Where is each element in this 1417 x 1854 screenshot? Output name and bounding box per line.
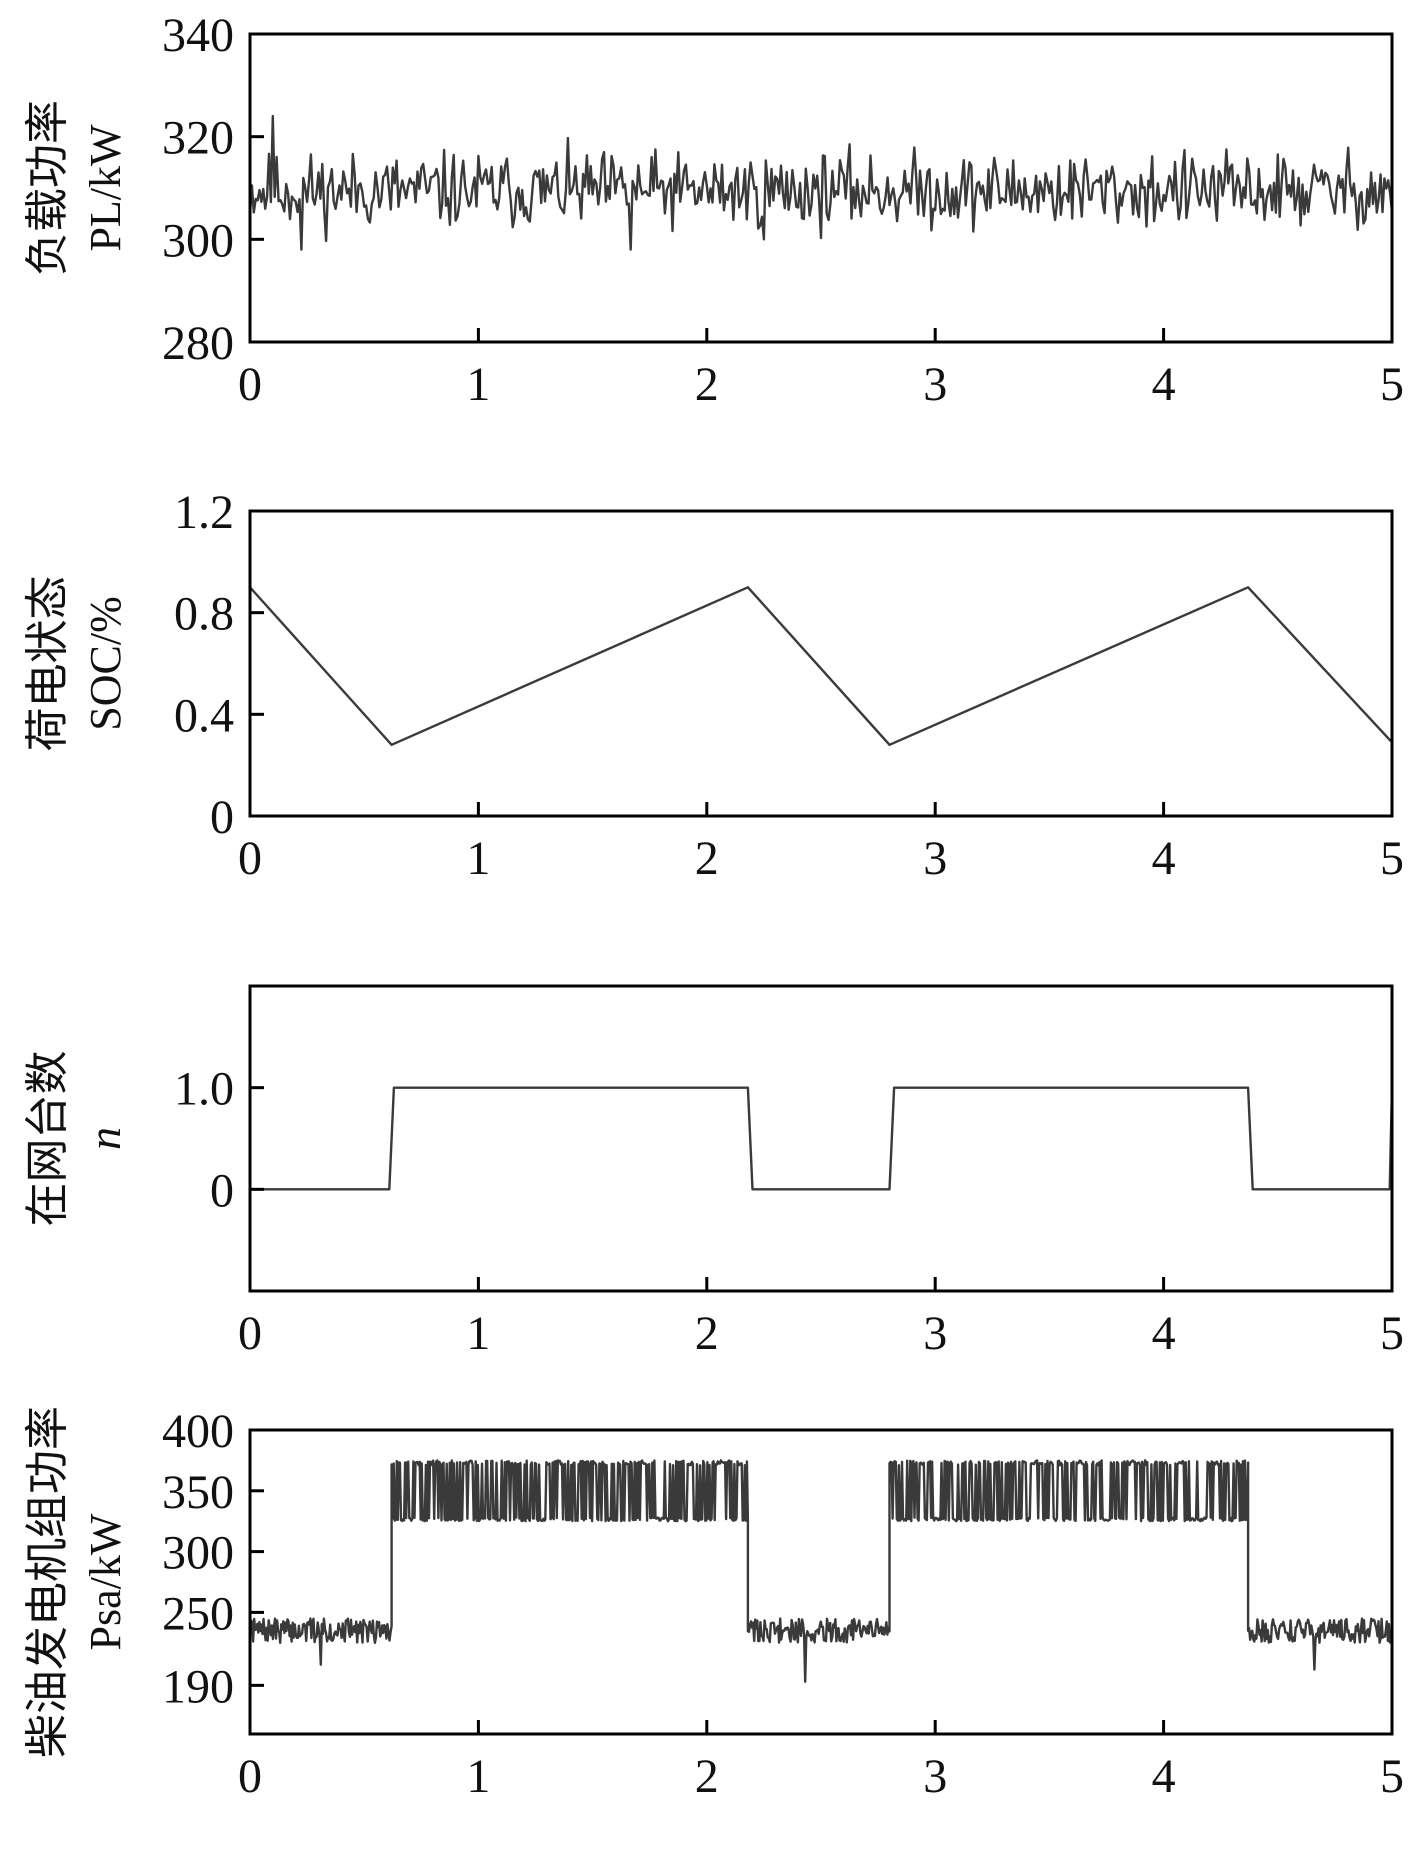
x-tick-label: 3 <box>923 1750 947 1803</box>
x-tick-label: 0 <box>238 1750 262 1803</box>
plot-frame <box>248 32 1394 344</box>
panel-load: 0 1 2 3 4 5 280 300 320 340 负载功率 PL/kW <box>22 9 1404 411</box>
series-line-diesel <box>249 1459 1394 1683</box>
series-line-load <box>248 114 1394 251</box>
x-tick-label: 1 <box>466 358 490 411</box>
x-tick-label: 4 <box>1152 1750 1176 1803</box>
y-tick-label: 320 <box>162 112 234 165</box>
x-tick-label: 5 <box>1380 832 1404 885</box>
y-tick-label: 300 <box>162 214 234 267</box>
y-axis-label-en: SOC/% <box>81 596 130 730</box>
series-line-units <box>250 1086 1394 1191</box>
x-tick-label: 2 <box>695 1307 719 1360</box>
x-tick-label: 3 <box>923 832 947 885</box>
y-axis-label-cn: 柴油发电机组功率 <box>22 1406 73 1758</box>
y-tick-label: 340 <box>162 9 234 62</box>
x-tick-label: 3 <box>923 1307 947 1360</box>
x-tick-label: 3 <box>923 358 947 411</box>
x-tick-label: 1 <box>466 1307 490 1360</box>
y-axis-label-cn: 负载功率 <box>22 100 73 276</box>
y-axis-label-cn: 荷电状态 <box>22 576 73 752</box>
x-tick-label: 1 <box>466 832 490 885</box>
y-axis-label-en: n <box>79 1127 130 1150</box>
y-axis-label-cn: 在网台数 <box>22 1051 73 1227</box>
panel-soc: 0 1 2 3 4 5 0 0.4 0.8 1.2 荷电状态 SOC/% <box>22 486 1404 885</box>
y-tick-label: 400 <box>162 1405 234 1458</box>
y-tick-label: 1.2 <box>174 486 234 539</box>
y-tick-label: 1.0 <box>174 1063 234 1116</box>
x-tick-label: 0 <box>238 358 262 411</box>
plot-frame <box>248 984 1394 1293</box>
y-tick-label: 350 <box>162 1466 234 1519</box>
y-tick-label: 0.4 <box>174 689 234 742</box>
y-tick-label: 280 <box>162 317 234 370</box>
x-tick-label: 2 <box>695 358 719 411</box>
x-tick-label: 2 <box>695 1750 719 1803</box>
x-tick-label: 5 <box>1380 1750 1404 1803</box>
x-tick-label: 4 <box>1152 832 1176 885</box>
y-tick-label: 190 <box>162 1660 234 1713</box>
series-line-soc <box>249 586 1393 746</box>
y-tick-label: 250 <box>162 1587 234 1640</box>
x-tick-label: 1 <box>466 1750 490 1803</box>
y-tick-label: 300 <box>162 1527 234 1580</box>
panel-diesel: 0 1 2 3 4 5 190 250 300 350 400 柴油发电机组功率 Psa/kW <box>22 1405 1404 1803</box>
x-tick-label: 5 <box>1380 1307 1404 1360</box>
y-axis-label-en: PL/kW <box>81 124 130 252</box>
y-tick-label: 0 <box>210 791 234 844</box>
y-tick-label: 0.8 <box>174 588 234 641</box>
x-tick-label: 4 <box>1152 1307 1176 1360</box>
x-tick-label: 0 <box>238 1307 262 1360</box>
y-tick-label: 0 <box>210 1164 234 1217</box>
x-tick-label: 5 <box>1380 358 1404 411</box>
panel-units: 0 1 2 3 4 5 0 1.0 在网台数 n <box>22 984 1404 1360</box>
plot-frame <box>248 509 1394 818</box>
x-tick-label: 4 <box>1152 358 1176 411</box>
x-tick-label: 2 <box>695 832 719 885</box>
y-axis-label-en: Psa/kW <box>81 1513 130 1650</box>
x-tick-label: 0 <box>238 832 262 885</box>
plot-frame <box>248 1428 1394 1736</box>
